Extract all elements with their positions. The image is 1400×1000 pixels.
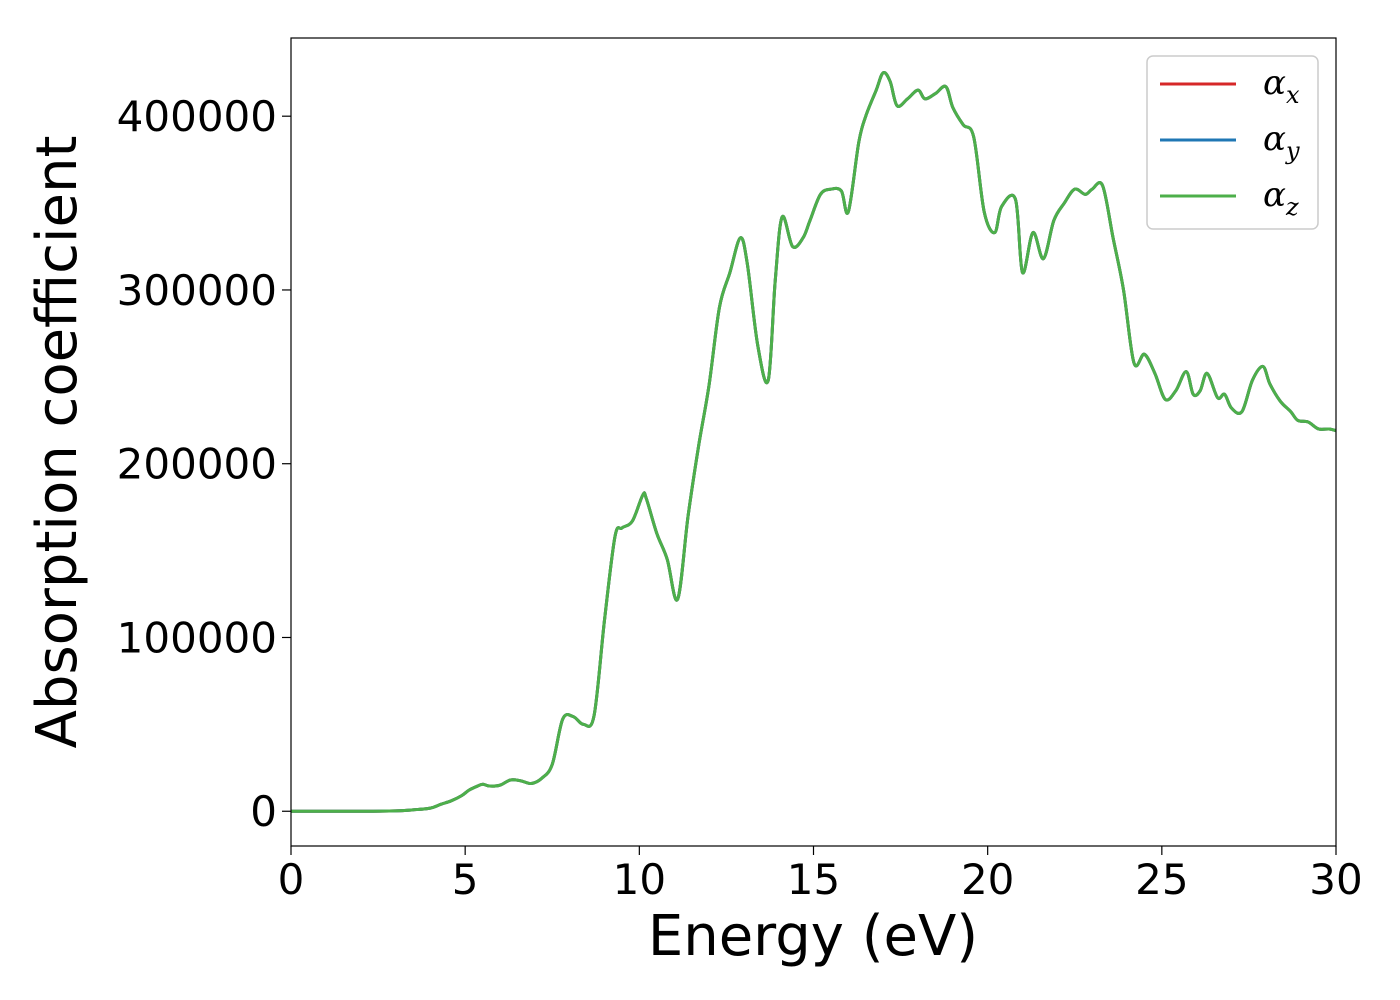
y-axis-label: Absorption coefficient [25,136,90,749]
x-tick-label: 5 [452,855,479,904]
x-tick-label: 15 [787,855,840,904]
x-tick-label: 25 [1135,855,1188,904]
legend-box [1146,55,1319,230]
y-axis-ticks: 0 100000 200000 300000 400000 [117,92,291,836]
x-tick-label: 10 [613,855,666,904]
y-tick-label: 0 [250,787,277,836]
y-tick-label: 200000 [117,440,277,489]
x-axis-ticks: 0 5 10 15 20 25 30 [278,846,1363,904]
x-tick-label: 0 [278,855,305,904]
series-line-alpha-z [291,71,1336,813]
y-tick-label: 400000 [117,92,277,141]
series-layer [291,71,1336,813]
x-tick-label: 20 [961,855,1014,904]
x-tick-label: 30 [1309,855,1362,904]
y-tick-label: 300000 [117,266,277,315]
y-tick-label: 100000 [117,613,277,662]
x-axis-label: Energy (eV) [648,904,978,969]
